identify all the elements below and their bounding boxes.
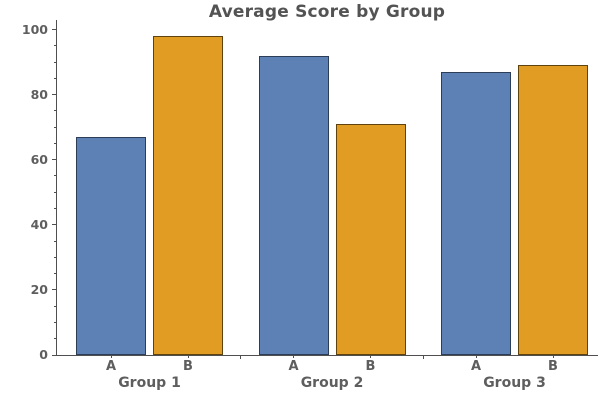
y-tick-label: 40 bbox=[30, 216, 48, 232]
y-tick-label: 60 bbox=[30, 151, 48, 167]
y-minor-tick bbox=[53, 338, 56, 340]
y-minor-tick bbox=[53, 273, 56, 275]
bar bbox=[335, 123, 406, 355]
bar bbox=[441, 71, 511, 355]
y-major-tick bbox=[52, 224, 56, 226]
y-tick-label: 80 bbox=[30, 86, 48, 102]
group-label: Group 3 bbox=[483, 375, 546, 391]
y-minor-tick bbox=[53, 77, 56, 79]
y-minor-tick bbox=[53, 256, 56, 258]
y-tick-label: 0 bbox=[39, 347, 48, 362]
y-major-tick bbox=[52, 94, 56, 96]
bar-label: A bbox=[470, 359, 482, 374]
x-group-tick bbox=[240, 355, 242, 359]
y-minor-tick bbox=[53, 142, 56, 144]
y-axis bbox=[56, 20, 57, 356]
y-minor-tick bbox=[53, 45, 56, 47]
x-bar-tick bbox=[187, 355, 189, 358]
y-major-tick bbox=[52, 29, 56, 30]
chart-title: Average Score by Group bbox=[208, 2, 446, 22]
y-major-tick bbox=[52, 354, 56, 356]
x-bar-tick bbox=[552, 355, 554, 358]
bar bbox=[258, 55, 329, 355]
bar-label: A bbox=[288, 359, 299, 374]
bar-label: B bbox=[365, 359, 376, 374]
bar-label: B bbox=[548, 359, 558, 374]
y-minor-tick bbox=[53, 208, 56, 210]
bar bbox=[153, 36, 223, 355]
y-major-tick bbox=[52, 159, 56, 161]
x-bar-tick bbox=[370, 355, 371, 358]
x-axis bbox=[56, 354, 598, 356]
bar bbox=[518, 65, 588, 355]
x-group-tick bbox=[422, 355, 424, 359]
y-minor-tick bbox=[53, 305, 56, 307]
x-bar-tick bbox=[475, 355, 477, 358]
group-label: Group 1 bbox=[118, 375, 181, 391]
y-minor-tick bbox=[53, 240, 56, 242]
x-bar-tick bbox=[110, 355, 112, 358]
y-tick-label: 100 bbox=[21, 21, 48, 37]
bar-label: B bbox=[183, 359, 193, 374]
y-minor-tick bbox=[53, 175, 56, 177]
x-bar-tick bbox=[293, 355, 294, 358]
y-tick-label: 20 bbox=[30, 281, 48, 297]
y-minor-tick bbox=[53, 110, 56, 112]
y-minor-tick bbox=[53, 191, 56, 193]
y-minor-tick bbox=[53, 61, 56, 63]
y-major-tick bbox=[52, 289, 56, 291]
group-label: Group 2 bbox=[300, 375, 364, 391]
bar-label: A bbox=[105, 359, 117, 374]
y-minor-tick bbox=[53, 321, 56, 323]
y-minor-tick bbox=[53, 126, 56, 128]
bar bbox=[76, 136, 146, 355]
